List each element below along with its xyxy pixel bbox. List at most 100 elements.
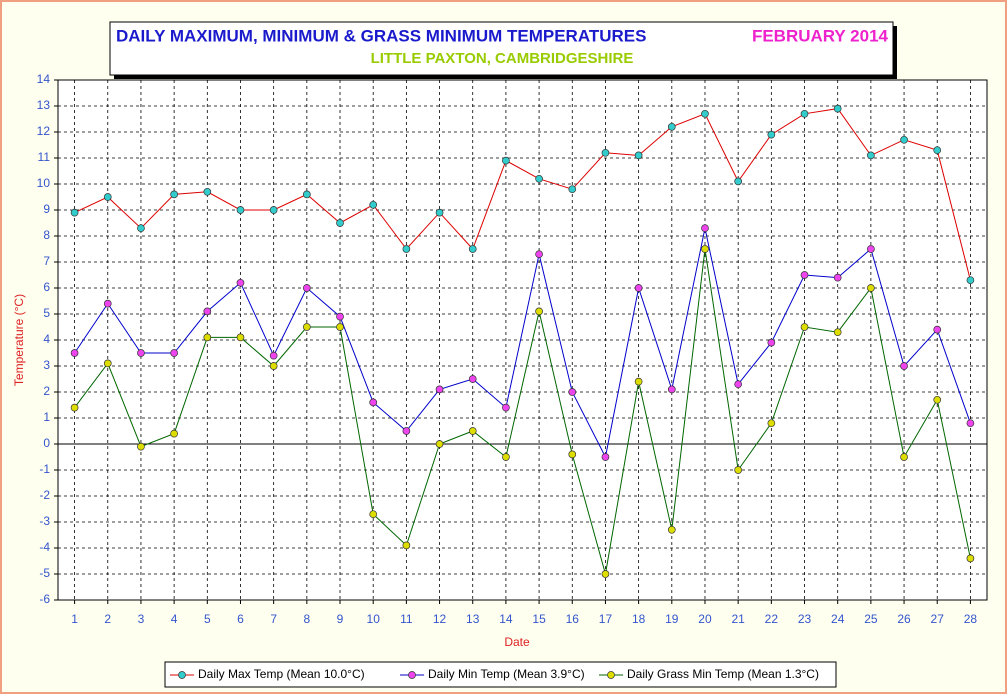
y-tick-label: -1 xyxy=(39,462,50,476)
data-point xyxy=(535,250,543,259)
y-tick-label: 7 xyxy=(43,254,50,268)
data-point xyxy=(269,362,278,370)
legend xyxy=(164,661,837,688)
data-point xyxy=(535,307,543,316)
data-point xyxy=(568,185,577,194)
data-point xyxy=(800,271,809,279)
x-tick-label: 8 xyxy=(303,612,310,626)
y-axis-label: Temperature (°C) xyxy=(12,294,26,386)
series-line xyxy=(74,108,971,281)
y-tick-label: 6 xyxy=(43,280,50,294)
data-point xyxy=(667,525,676,534)
x-tick-label: 27 xyxy=(931,612,945,626)
y-tick-label: 11 xyxy=(38,150,51,164)
data-point xyxy=(137,442,145,451)
data-point xyxy=(667,122,676,131)
data-point xyxy=(734,380,743,389)
x-tick-label: 5 xyxy=(204,612,211,626)
data-point xyxy=(70,208,79,217)
data-point xyxy=(435,208,444,217)
data-point xyxy=(468,375,477,383)
legend-marker xyxy=(607,671,615,679)
data-point xyxy=(203,333,212,342)
data-point xyxy=(236,206,245,214)
data-point xyxy=(966,554,975,563)
x-tick-label: 9 xyxy=(337,612,344,626)
x-tick-label: 14 xyxy=(499,612,513,626)
data-point xyxy=(767,338,776,347)
x-tick-label: 18 xyxy=(632,612,646,626)
data-point xyxy=(236,278,245,287)
legend-marker xyxy=(408,671,416,679)
y-tick-label: 14 xyxy=(37,72,51,86)
x-tick-label: 11 xyxy=(400,612,413,626)
x-tick-label: 17 xyxy=(599,612,613,626)
data-point xyxy=(767,130,776,139)
data-point xyxy=(601,148,610,157)
data-point xyxy=(734,466,743,474)
data-point xyxy=(900,453,908,461)
data-point xyxy=(170,349,178,357)
data-point xyxy=(601,453,610,461)
data-point xyxy=(634,151,643,160)
y-tick-label: 2 xyxy=(43,384,50,398)
x-tick-label: 15 xyxy=(532,612,546,626)
legend-label: Daily Max Temp (Mean 10.0°C) xyxy=(198,667,365,681)
data-point xyxy=(867,151,875,160)
x-tick-label: 7 xyxy=(270,612,277,626)
data-point xyxy=(369,200,378,209)
data-point xyxy=(402,245,411,253)
legend-marker xyxy=(178,671,186,679)
data-point xyxy=(933,146,942,155)
legend-label: Daily Grass Min Temp (Mean 1.3°C) xyxy=(627,667,819,681)
data-point xyxy=(70,349,79,357)
y-tick-label: 8 xyxy=(43,228,50,242)
y-tick-label: 9 xyxy=(43,202,50,216)
data-point xyxy=(402,541,411,550)
y-tick-label: 13 xyxy=(37,98,51,112)
data-point xyxy=(634,377,643,386)
data-point xyxy=(269,206,278,214)
x-tick-label: 28 xyxy=(964,612,978,626)
x-tick-label: 24 xyxy=(831,612,845,626)
x-tick-label: 21 xyxy=(731,612,745,626)
data-point xyxy=(767,419,776,428)
data-point xyxy=(701,109,709,118)
y-tick-label: 12 xyxy=(37,124,51,138)
data-point xyxy=(568,450,577,459)
data-point xyxy=(900,362,908,370)
data-point xyxy=(634,284,643,292)
legend-label: Daily Min Temp (Mean 3.9°C) xyxy=(428,667,585,681)
data-point xyxy=(933,395,942,404)
data-point xyxy=(269,351,278,360)
data-point xyxy=(701,245,709,253)
y-tick-label: 5 xyxy=(43,306,50,320)
x-tick-label: 12 xyxy=(433,612,447,626)
data-point xyxy=(867,284,875,292)
data-point xyxy=(867,245,875,253)
data-point xyxy=(734,177,743,186)
chart-title: DAILY MAXIMUM, MINIMUM & GRASS MINIMUM T… xyxy=(116,26,646,45)
data-point xyxy=(302,323,311,331)
y-tick-label: -4 xyxy=(39,540,50,554)
x-axis-label: Date xyxy=(504,635,530,649)
x-tick-label: 25 xyxy=(864,612,878,626)
chart-period: FEBRUARY 2014 xyxy=(752,26,889,45)
x-tick-label: 1 xyxy=(71,612,78,626)
data-point xyxy=(236,333,245,342)
x-tick-label: 2 xyxy=(104,612,111,626)
data-point xyxy=(137,349,145,357)
data-point xyxy=(103,359,112,368)
series-line xyxy=(74,248,971,575)
data-point xyxy=(336,323,344,331)
x-tick-label: 20 xyxy=(698,612,712,626)
data-point xyxy=(800,109,809,118)
data-point xyxy=(203,187,212,196)
x-tick-label: 10 xyxy=(367,612,381,626)
data-point xyxy=(502,453,510,461)
y-tick-label: -3 xyxy=(39,514,50,528)
y-tick-label: 0 xyxy=(43,436,50,450)
data-point xyxy=(137,224,145,233)
data-point xyxy=(900,135,908,144)
